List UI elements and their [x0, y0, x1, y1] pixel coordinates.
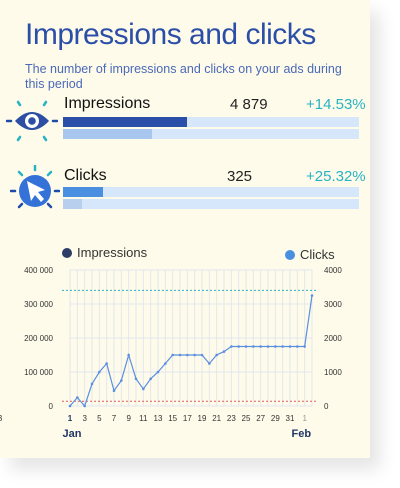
impressions-previous-bar-fill — [63, 129, 152, 139]
data-point — [222, 350, 226, 353]
y-left-tick-label: 200 000 — [24, 334, 53, 343]
data-point — [178, 353, 182, 357]
x-tick-label: 25 — [242, 414, 251, 423]
clicks-previous-bar-fill — [63, 199, 83, 209]
y-left-tick-label: 100 000 — [24, 368, 53, 377]
data-point — [134, 377, 138, 381]
data-point — [266, 345, 270, 348]
x-tick-label: 3 — [0, 414, 3, 423]
data-point — [303, 345, 306, 348]
x-tick-label: 27 — [256, 414, 265, 423]
data-point — [171, 353, 174, 357]
legend-clicks: Clicks — [285, 247, 335, 262]
x-tick-label: 13 — [154, 414, 163, 423]
data-point — [208, 362, 211, 365]
legend-impressions-label: Impressions — [77, 245, 148, 260]
x-tick-label: 11 — [139, 414, 148, 423]
eye-icon — [5, 96, 59, 153]
impressions-current-bar — [63, 117, 359, 127]
data-point — [83, 404, 86, 408]
legend-clicks-dot — [285, 249, 295, 260]
x-tick-label: 29 — [271, 414, 280, 423]
metric-name-clicks: Clicks — [64, 167, 107, 184]
y-left-tick-label: 0 — [49, 402, 54, 411]
month-label-feb: Feb — [292, 428, 312, 440]
impressions-current-bar-fill — [63, 117, 188, 127]
card-title: Impressions and clicks — [25, 18, 316, 51]
impressions-clicks-card: Impressions and clicks The number of imp… — [0, 0, 370, 458]
cursor-icon — [9, 164, 61, 220]
x-tick-label: 3 — [82, 414, 87, 423]
y-right-tick-label: 3000 — [324, 300, 342, 309]
impressions-previous-bar — [63, 129, 359, 139]
data-point — [76, 396, 79, 399]
data-point — [215, 353, 218, 357]
x-tick-label: 21 — [212, 414, 221, 423]
metric-change-impressions: +14.53% — [306, 96, 366, 113]
data-point — [164, 362, 167, 365]
data-point — [310, 294, 314, 297]
y-right-tick-label: 0 — [324, 402, 329, 411]
clicks-current-bar-fill — [63, 187, 103, 197]
metric-value-impressions: 4 879 — [230, 96, 268, 113]
data-point — [105, 362, 108, 365]
line-chart: 400 000 300 000 200 000 100 000 0 4000 3000 200… — [0, 266, 342, 440]
data-point — [90, 382, 94, 386]
x-tick-label: 31 — [286, 414, 295, 423]
data-point — [244, 345, 248, 348]
y-right-tick-label: 1000 — [324, 368, 342, 377]
data-point — [274, 345, 277, 348]
data-point — [127, 353, 130, 357]
card-subtitle: The number of impressions and clicks on … — [25, 62, 342, 91]
y-left-tick-label: 300 000 — [24, 300, 53, 309]
data-point — [186, 353, 189, 357]
data-point — [149, 377, 152, 381]
clicks-current-bar — [63, 187, 359, 197]
x-tick-label: 23 — [227, 414, 236, 423]
legend-clicks-label: Clicks — [300, 247, 335, 262]
legend-impressions: Impressions — [62, 245, 147, 260]
data-point — [193, 353, 196, 357]
x-tick-label: 19 — [198, 414, 207, 423]
x-tick-label: 15 — [168, 414, 177, 423]
x-tick-label: 9 — [126, 414, 131, 423]
data-point — [156, 370, 160, 374]
data-point — [230, 345, 233, 348]
metric-value-clicks: 325 — [227, 168, 253, 185]
data-point — [288, 345, 292, 348]
data-point — [68, 404, 72, 408]
x-tick-label: 17 — [183, 414, 192, 423]
x-tick-label: 1 — [302, 414, 307, 423]
data-point — [142, 387, 145, 391]
data-point — [120, 379, 123, 382]
data-point — [259, 345, 262, 348]
data-point — [200, 353, 204, 357]
data-point — [252, 345, 255, 348]
y-right-tick-label: 2000 — [324, 334, 342, 343]
x-tick-label: 5 — [97, 414, 102, 423]
legend-impressions-dot — [62, 247, 72, 258]
data-point — [98, 370, 101, 374]
data-point — [237, 345, 240, 348]
y-right-tick-label: 4000 — [324, 266, 342, 275]
series-line-clicks — [69, 295, 313, 408]
metric-change-clicks: +25.32% — [306, 168, 366, 185]
data-point — [281, 345, 284, 348]
month-label-jan: Jan — [63, 428, 82, 440]
clicks-previous-bar — [63, 199, 359, 209]
y-left-tick-label: 400 000 — [24, 266, 53, 275]
x-tick-label: 1 — [68, 414, 73, 423]
data-point — [112, 389, 116, 392]
metric-name-impressions: Impressions — [64, 95, 151, 112]
data-point — [296, 345, 299, 348]
x-tick-label: 7 — [112, 414, 117, 423]
